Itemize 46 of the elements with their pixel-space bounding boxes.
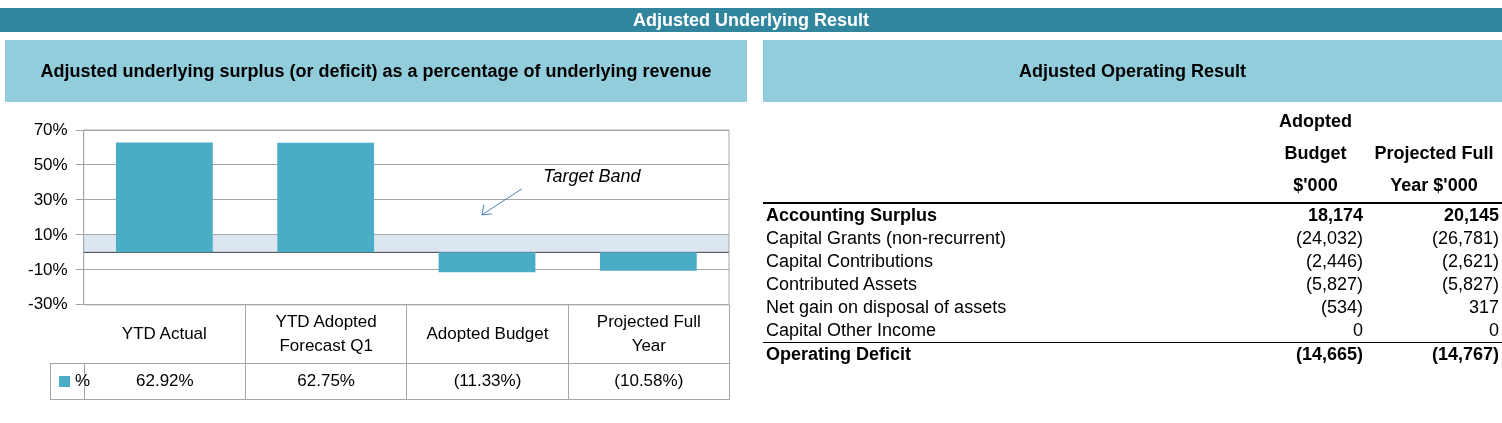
- x-tick-label: Projected Full Year: [567, 304, 730, 364]
- data-label: (2,621): [1440, 250, 1500, 273]
- legend-label: %: [75, 370, 91, 393]
- x-tick-label: Adopted Budget: [406, 304, 569, 364]
- category-label: Capital Contributions: [765, 250, 935, 273]
- y-tick-label: 10%: [33, 224, 68, 244]
- chart-title: Adjusted Underlying Result: [0, 8, 1502, 32]
- data-label: (11.33%): [406, 362, 569, 400]
- bar: [599, 252, 697, 271]
- chart-subtitle: Adjusted underlying surplus (or deficit) as a percentage of underlying revenue: [5, 40, 747, 102]
- y-tick-label: 30%: [33, 189, 68, 209]
- data-label: (5,827): [1304, 273, 1364, 296]
- category-label: Operating Deficit: [765, 343, 913, 366]
- bar: [277, 142, 375, 253]
- text: Projected Full Year $'000: [1373, 142, 1495, 197]
- category-label: Accounting Surplus: [765, 204, 938, 227]
- category-label: Capital Grants (non-recurrent): [765, 227, 1008, 250]
- category-label: Contributed Assets: [765, 273, 919, 296]
- y-tick-label: -30%: [28, 294, 68, 314]
- bar: [438, 252, 536, 273]
- x-tick-label: YTD Adopted Forecast Q1: [245, 304, 408, 364]
- x-tick-label: YTD Actual: [83, 304, 246, 364]
- category-label: Net gain on disposal of assets: [765, 296, 1008, 319]
- data-label: 18,174: [1306, 204, 1364, 227]
- data-label: (5,827): [1440, 273, 1500, 296]
- y-tick-label: -10%: [28, 259, 68, 279]
- text: Adjusted Operating Result: [763, 40, 1502, 102]
- data-label: (534): [1319, 296, 1364, 319]
- data-label: (14,767): [1430, 343, 1500, 366]
- data-label: 62.92%: [136, 371, 194, 391]
- data-label: 0: [1352, 319, 1364, 342]
- data-label: 317: [1467, 296, 1500, 319]
- text: Adopted Budget $'000: [1278, 110, 1353, 197]
- data-label: (10.58%): [567, 362, 730, 400]
- data-label: (26,781): [1430, 227, 1500, 250]
- data-label: (14,665): [1294, 343, 1364, 366]
- data-label: (2,446): [1304, 250, 1364, 273]
- data-label: 0: [1488, 319, 1500, 342]
- category-label: Capital Other Income: [765, 319, 938, 342]
- y-tick-label: 50%: [33, 154, 68, 174]
- data-label: 62.75%: [245, 362, 408, 400]
- band-label: Target Band: [543, 165, 642, 186]
- bar: [115, 142, 213, 253]
- y-tick-label: 70%: [33, 119, 68, 139]
- data-label: 20,145: [1442, 204, 1500, 227]
- data-label: (24,032): [1294, 227, 1364, 250]
